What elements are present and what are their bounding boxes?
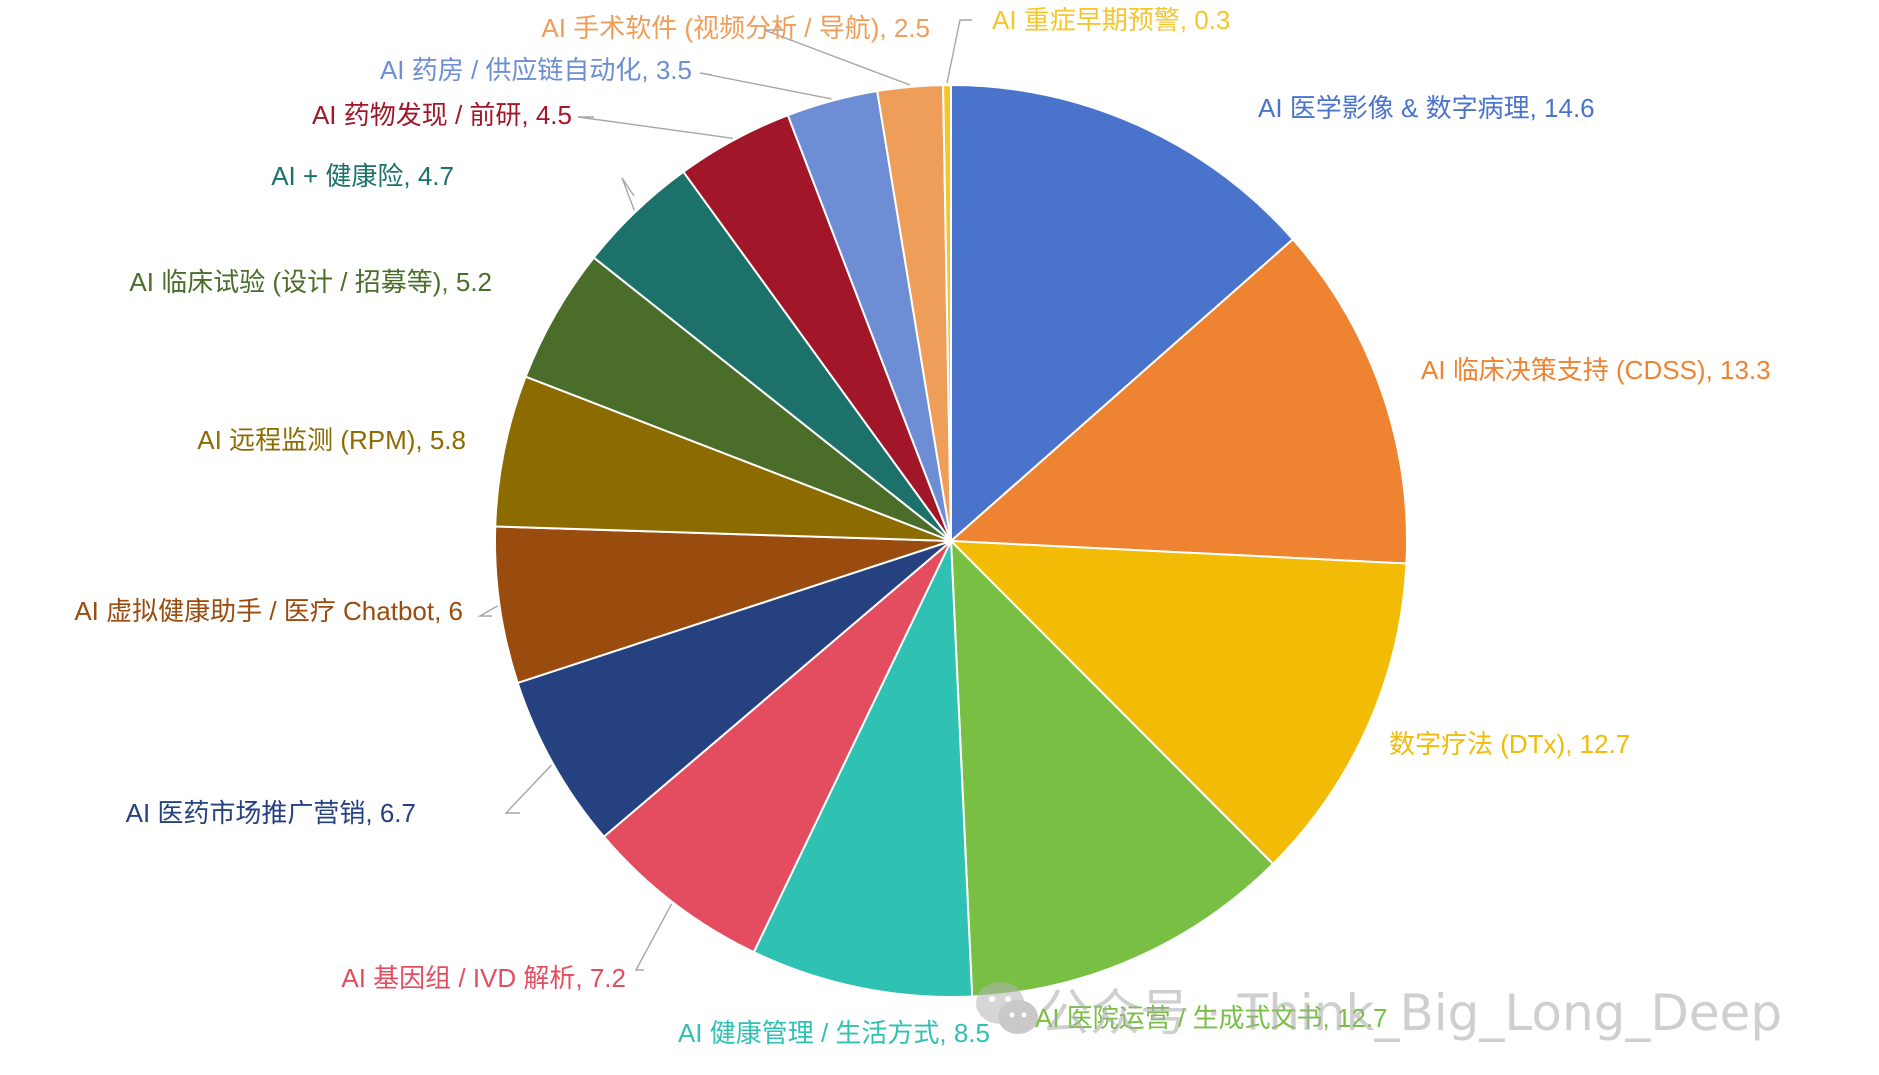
leader-line-15 — [946, 19, 972, 84]
leader-line-7 — [504, 764, 553, 814]
slice-label-13: AI 药房 / 供应链自动化, 3.5 — [380, 55, 692, 85]
leader-line-11 — [621, 177, 635, 211]
slice-label-5: AI 健康管理 / 生活方式, 8.5 — [678, 1018, 990, 1048]
leader-line-8 — [477, 605, 498, 617]
slice-label-6: AI 基因组 / IVD 解析, 7.2 — [341, 963, 626, 993]
slice-label-9: AI 远程监测 (RPM), 5.8 — [197, 425, 466, 455]
slice-label-10: AI 临床试验 (设计 / 招募等), 5.2 — [129, 267, 492, 297]
pie-slice-1 — [950, 83, 1295, 544]
leader-line-12 — [577, 116, 733, 139]
pie-slice-15 — [942, 83, 952, 542]
slice-label-1: AI 医学影像 & 数字病理, 14.6 — [1258, 93, 1595, 123]
watermark-text: 公众号 · Think_Big_Long_Deep — [1040, 984, 1782, 1042]
pie-slice-6 — [602, 540, 952, 954]
slice-label-8: AI 虚拟健康助手 / 医疗 Chatbot, 6 — [74, 596, 463, 626]
pie-slice-5 — [752, 540, 974, 998]
slice-label-7: AI 医药市场推广营销, 6.7 — [126, 798, 416, 828]
watermark: 公众号 · Think_Big_Long_Deep — [976, 982, 1782, 1042]
leader-line-14 — [763, 29, 911, 86]
slice-label-15: AI 重症早期预警, 0.3 — [992, 5, 1230, 35]
slice-label-14: AI 手术软件 (视频分析 / 导航), 2.5 — [541, 13, 930, 43]
leader-lines — [477, 19, 972, 971]
slice-label-3: 数字疗法 (DTx), 12.7 — [1389, 729, 1630, 759]
pie-slice-2 — [948, 237, 1408, 565]
slice-label-4: AI 医院运营 / 生成式文书, 12.7 — [1035, 1003, 1388, 1033]
leader-line-13 — [699, 72, 832, 100]
slice-labels: AI 医学影像 & 数字病理, 14.6 AI 临床决策支持 (CDSS), 13… — [74, 5, 1770, 1048]
pie-slice-9 — [494, 375, 952, 542]
slice-label-12: AI 药物发现 / 前研, 4.5 — [312, 100, 572, 130]
pie-slice-8 — [494, 525, 952, 685]
pie-slices — [494, 83, 1408, 998]
leader-line-6 — [634, 903, 673, 971]
wechat-icon — [976, 982, 1038, 1034]
pie-slice-7 — [516, 540, 952, 839]
slice-label-11: AI + 健康险, 4.7 — [271, 161, 454, 191]
slice-label-2: AI 临床决策支持 (CDSS), 13.3 — [1421, 355, 1771, 385]
pie-slice-3 — [948, 539, 1408, 866]
